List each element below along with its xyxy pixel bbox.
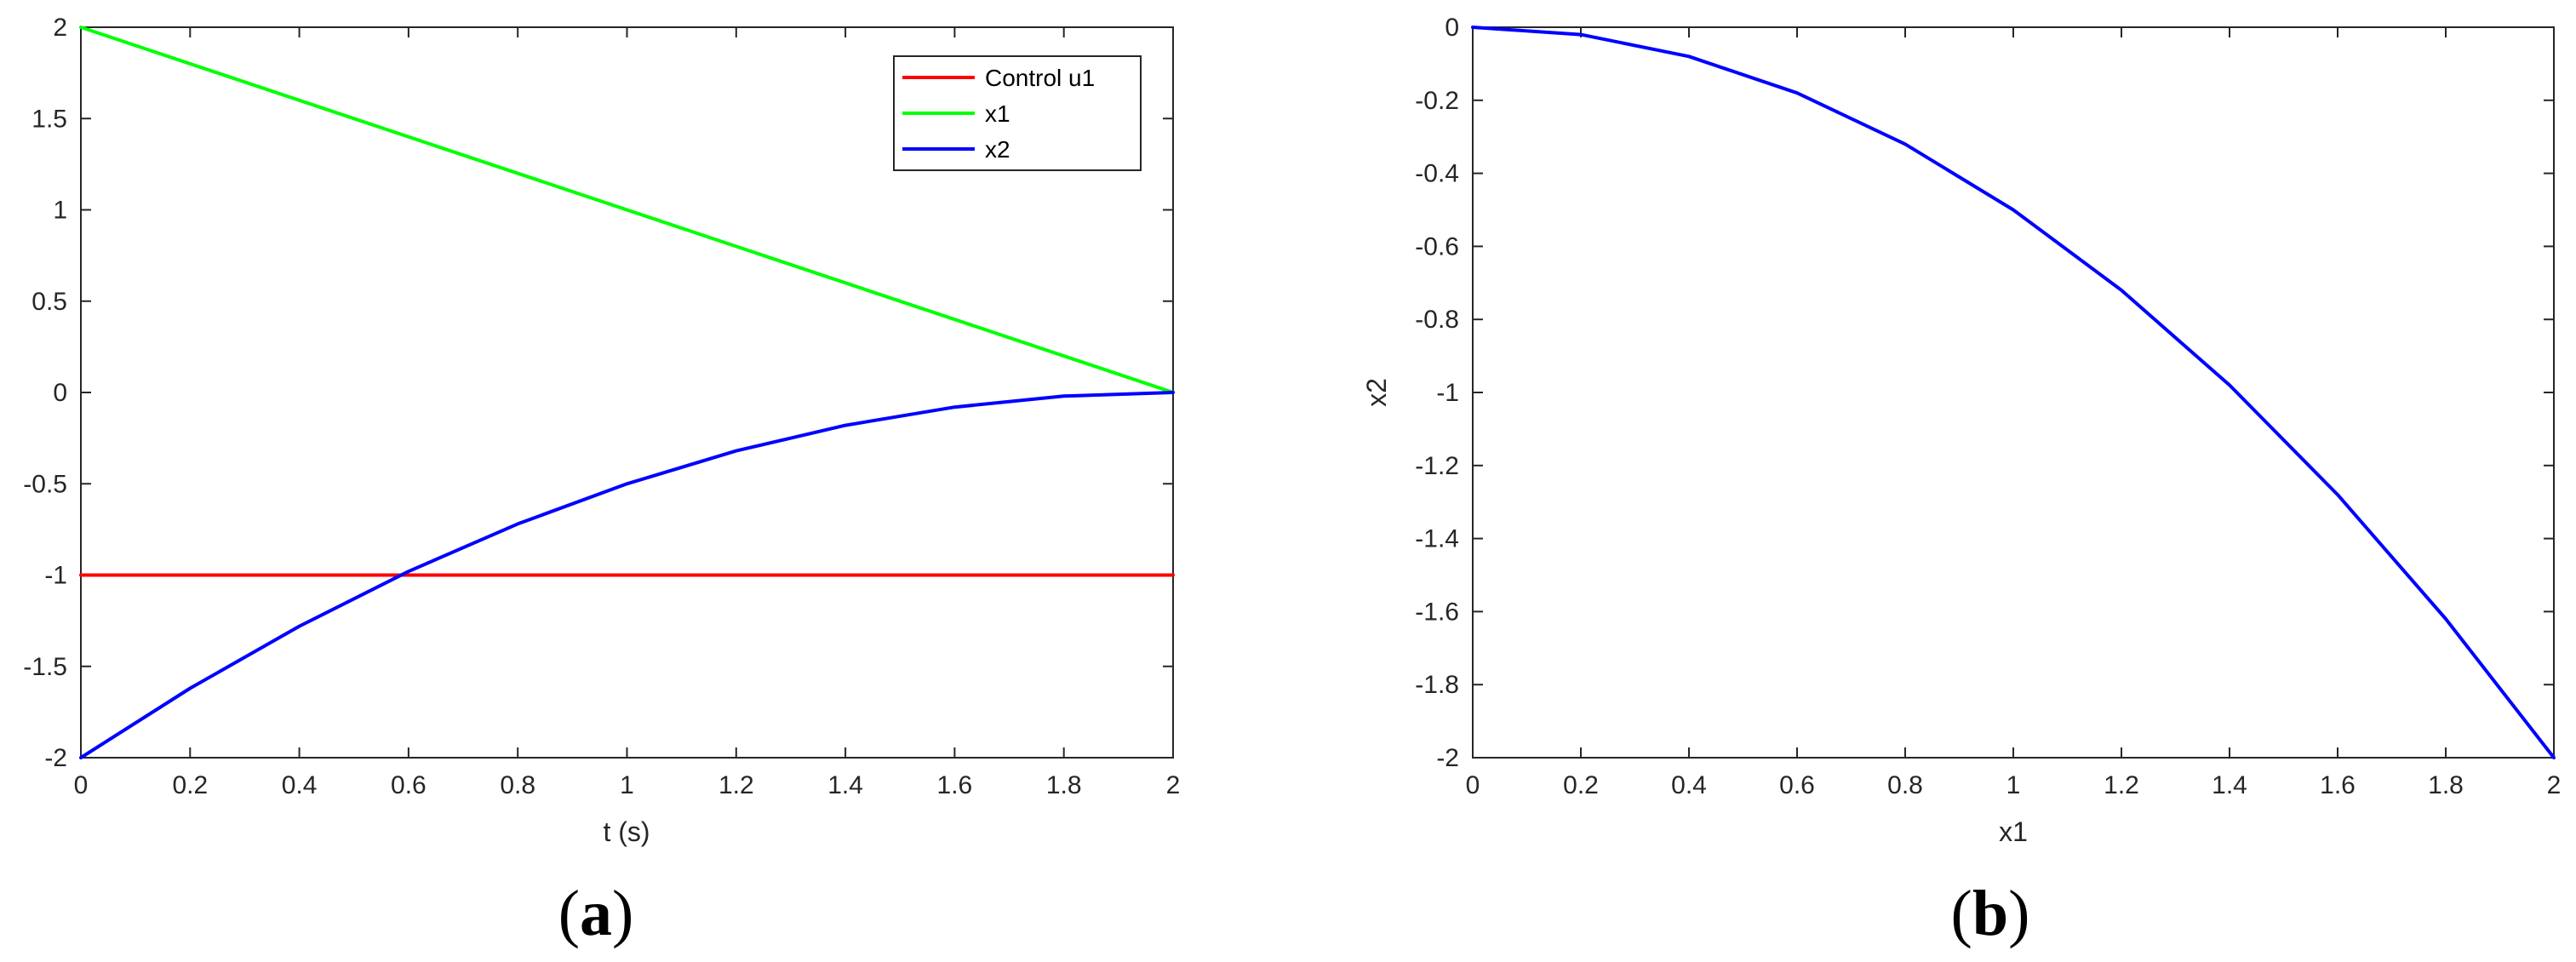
panel-a-x-tick-label-2: 2: [1166, 771, 1181, 799]
panel-b-y-axis-label: x2: [1361, 378, 1392, 407]
panel-b-y-tick-label-1-8: -1.8: [1415, 671, 1459, 699]
panel-a-x-tick-label-0-2: 0.2: [172, 771, 208, 799]
panel-a-legend: Control u1 x1 x2: [893, 55, 1142, 171]
panel-b-series-line-series-0: [1471, 26, 2556, 759]
panel-b-y-tick-label-0-6: -0.6: [1415, 232, 1459, 261]
panel-a-y-tick-label-1: -1: [44, 562, 67, 590]
panel-a-y-tick-label-1: 1: [53, 197, 67, 225]
panel-b-x-tick-label-0: 0: [1466, 771, 1480, 799]
panel-b-x-ticks: 0 0.2 0.4 0.6 0.8 1 1.2 1.4 1.6 1.8 2: [1466, 27, 2562, 799]
panel-a-x-tick-label-1-2: 1.2: [718, 771, 754, 799]
panel-a-y-tick-label-2: -2: [44, 744, 67, 772]
panel-b-x-tick-label-1-6: 1.6: [2320, 771, 2356, 799]
legend-label-control-u1: Control u1: [985, 65, 1095, 91]
panel-a-series-line-x2: [79, 391, 1175, 759]
panel-b-x-tick-label-0-8: 0.8: [1887, 771, 1923, 799]
panel-a-y-tick-label-0-5: 0.5: [31, 288, 67, 316]
panel-b-caption: (b): [1951, 878, 2030, 949]
panel-b-y-tick-label-1: -1: [1436, 379, 1459, 407]
panel-a-x-tick-label-1-6: 1.6: [937, 771, 973, 799]
panel-a-series-line-x1: [79, 26, 1175, 394]
panel-b-chart: 0 0.2 0.4 0.6 0.8 1 1.2 1.4 1.6 1.8 2 0 -0.2 -0.4 -0.…: [1361, 14, 2561, 949]
panel-a-legend-box: [893, 55, 1142, 171]
legend-label-x2: x2: [985, 136, 1010, 163]
panel-b-letter: b: [1972, 878, 2008, 949]
panel-a-x-tick-label-0-6: 0.6: [391, 771, 426, 799]
panel-b-x-tick-label-1-8: 1.8: [2428, 771, 2464, 799]
panel-b-x-tick-label-1-2: 1.2: [2104, 771, 2139, 799]
panel-a-letter: a: [580, 878, 612, 949]
panel-a-x-tick-label-1-4: 1.4: [827, 771, 863, 799]
panel-b-x-tick-label-0-4: 0.4: [1671, 771, 1707, 799]
panel-b-x-tick-label-0-6: 0.6: [1779, 771, 1815, 799]
panel-b-y-tick-label-0-2: -0.2: [1415, 87, 1459, 115]
legend-label-x1: x1: [985, 100, 1010, 127]
panel-b-y-ticks: 0 -0.2 -0.4 -0.6 -0.8 -1 -1.2 -1.4 -1.6 -1.8 -2: [1415, 14, 2554, 772]
panel-b-y-tick-label-1-4: -1.4: [1415, 525, 1459, 553]
panel-a-x-axis-label: t (s): [603, 816, 650, 847]
panel-b-x-tick-label-1: 1: [2006, 771, 2021, 799]
panel-a-y-tick-label-2: 2: [53, 14, 67, 42]
panel-b-x-axis-label: x1: [1999, 816, 2028, 847]
panel-b-y-tick-label-1-2: -1.2: [1415, 452, 1459, 480]
panel-a-x-tick-label-1-8: 1.8: [1046, 771, 1082, 799]
panel-b-y-tick-label-0-4: -0.4: [1415, 160, 1459, 188]
panel-b-y-tick-label-2: -2: [1436, 744, 1459, 772]
panel-b-y-tick-label-0: 0: [1445, 14, 1459, 42]
panel-b-x-tick-label-1-4: 1.4: [2212, 771, 2247, 799]
panel-a-caption: (a): [558, 878, 634, 949]
panel-a-y-tick-label-1-5: -1.5: [23, 653, 67, 681]
panel-b-x-tick-label-2: 2: [2547, 771, 2562, 799]
panel-b-plot-area: [1472, 26, 2555, 759]
panel-a-x-tick-label-0-8: 0.8: [500, 771, 535, 799]
panel-a-x-tick-label-1: 1: [620, 771, 634, 799]
panel-a-y-tick-label-1-5: 1.5: [31, 105, 67, 133]
panel-a-y-tick-label-0-5: -0.5: [23, 470, 67, 498]
panel-a-x-tick-label-0: 0: [74, 771, 89, 799]
panel-a-chart: 0 0.2 0.4 0.6 0.8 1 1.2 1.4 1.6 1.8 2 2 1.5 1 0.5 0 -0.…: [23, 14, 1180, 949]
panel-a-y-tick-label-0: 0: [53, 379, 67, 407]
panel-b-x-tick-label-0-2: 0.2: [1563, 771, 1599, 799]
panel-a-x-ticks: 0 0.2 0.4 0.6 0.8 1 1.2 1.4 1.6 1.8 2: [74, 27, 1181, 799]
panel-b-y-tick-label-0-8: -0.8: [1415, 306, 1459, 334]
panel-b-y-tick-label-1-6: -1.6: [1415, 598, 1459, 626]
panel-b-series: [1471, 26, 2556, 759]
panel-a-x-tick-label-0-4: 0.4: [282, 771, 318, 799]
panel-a-series: [79, 26, 1175, 759]
